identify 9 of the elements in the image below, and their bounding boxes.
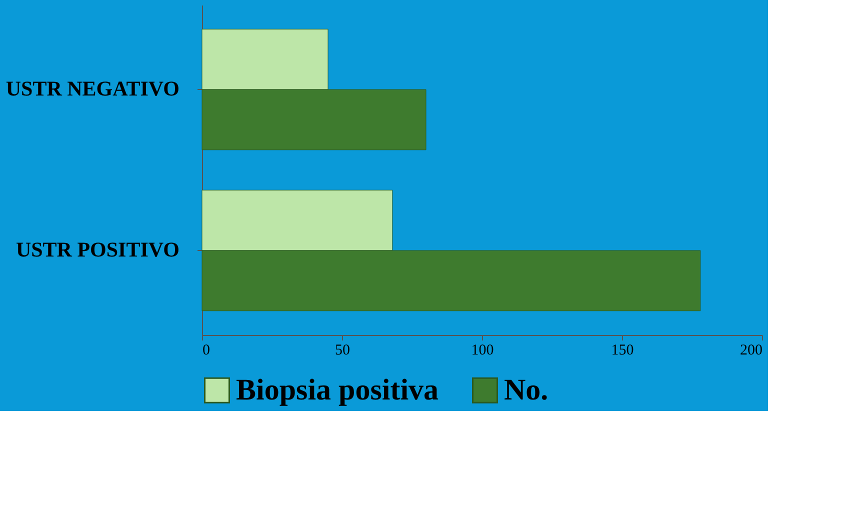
x-tick-label: 200 [740, 342, 762, 358]
legend-label: No. [504, 373, 548, 406]
x-tick-label: 150 [611, 342, 634, 358]
y-tick-label: USTR NEGATIVO [6, 76, 180, 101]
x-tick-label: 100 [471, 342, 494, 358]
x-tick-label: 50 [335, 342, 350, 358]
y-tick-label: USTR POSITIVO [16, 237, 180, 262]
x-tick-label: 0 [202, 342, 210, 358]
legend-label: Biopsia positiva [236, 373, 439, 406]
